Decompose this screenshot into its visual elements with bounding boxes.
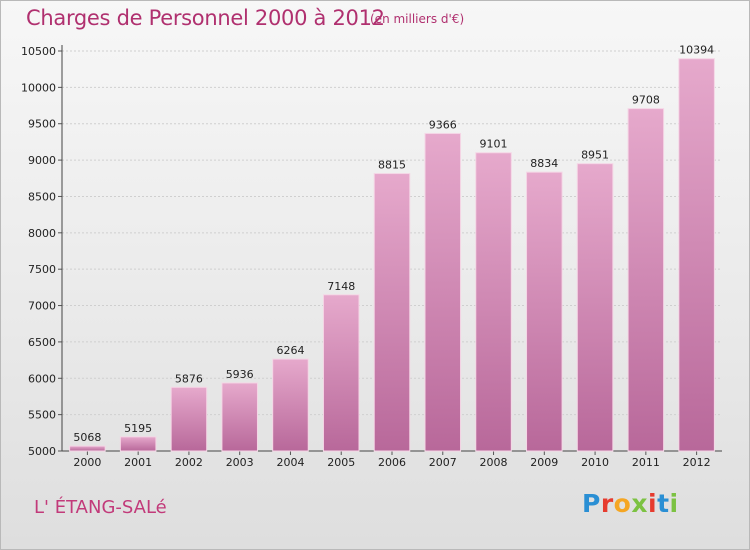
x-tick-label: 2010	[581, 456, 609, 469]
commune-name: L' ÉTANG-SALé	[34, 497, 167, 518]
logo-letter: i	[669, 489, 679, 518]
bar-value-label: 6264	[276, 344, 304, 357]
x-tick-label: 2001	[124, 456, 152, 469]
bar-2008	[475, 152, 512, 452]
logo-letter: o	[613, 489, 632, 518]
bar-2010	[576, 163, 614, 452]
bar-2011	[627, 108, 665, 452]
y-tick-label: 6500	[28, 336, 56, 349]
bar-2009	[526, 171, 563, 452]
bar-2000	[69, 445, 106, 452]
y-tick-label: 9500	[28, 118, 56, 131]
logo-letter: P	[582, 489, 601, 518]
bar-value-label: 8834	[530, 157, 558, 170]
logo-letter: t	[657, 489, 670, 518]
y-tick-label: 10500	[21, 45, 56, 58]
y-tick-label: 7000	[28, 300, 56, 313]
logo-letter: r	[600, 489, 614, 518]
logo-letter: x	[631, 489, 648, 518]
y-tick-label: 9000	[28, 154, 56, 167]
bar-2007	[424, 132, 462, 452]
y-tick-label: 5000	[28, 445, 56, 458]
chart-unit: (en milliers d'€)	[370, 12, 465, 26]
x-tick-label: 2004	[276, 456, 304, 469]
x-tick-label: 2009	[530, 456, 558, 469]
bar-value-label: 5068	[73, 431, 101, 444]
y-tick-label: 5500	[28, 409, 56, 422]
bar-2003	[221, 382, 258, 452]
bar-2002	[170, 386, 208, 452]
y-tick-label: 6000	[28, 372, 56, 385]
x-tick-label: 2008	[480, 456, 508, 469]
bar-value-label: 8951	[581, 149, 609, 162]
y-tick-label: 8500	[28, 190, 56, 203]
bar-value-label: 9101	[480, 138, 508, 151]
y-tick-label: 10000	[21, 81, 56, 94]
chart-title: Charges de Personnel 2000 à 2012	[26, 6, 385, 30]
bar-value-label: 10394	[679, 44, 714, 57]
bar-2012	[678, 58, 715, 452]
bar-2001	[119, 436, 157, 452]
bar-value-label: 5936	[226, 368, 254, 381]
x-tick-label: 2005	[327, 456, 355, 469]
bar-value-label: 7148	[327, 280, 355, 293]
x-tick-label: 2007	[429, 456, 457, 469]
y-tick-label: 7500	[28, 263, 56, 276]
bar-value-label: 9708	[632, 94, 660, 107]
y-tick-label: 8000	[28, 227, 56, 240]
bar-value-label: 8815	[378, 159, 406, 172]
bar-2004	[272, 358, 309, 452]
bar-value-label: 5195	[124, 422, 152, 435]
bar-2005	[322, 294, 360, 452]
x-tick-label: 2002	[175, 456, 203, 469]
x-tick-label: 2006	[378, 456, 406, 469]
x-tick-label: 2011	[632, 456, 660, 469]
x-tick-label: 2012	[683, 456, 711, 469]
logo-letter: i	[648, 489, 658, 518]
x-tick-label: 2003	[226, 456, 254, 469]
x-tick-label: 2000	[73, 456, 101, 469]
bar-2006	[373, 173, 411, 452]
bar-value-label: 9366	[429, 118, 457, 131]
bar-value-label: 5876	[175, 372, 203, 385]
proxiti-logo: Proxiti	[582, 489, 679, 518]
